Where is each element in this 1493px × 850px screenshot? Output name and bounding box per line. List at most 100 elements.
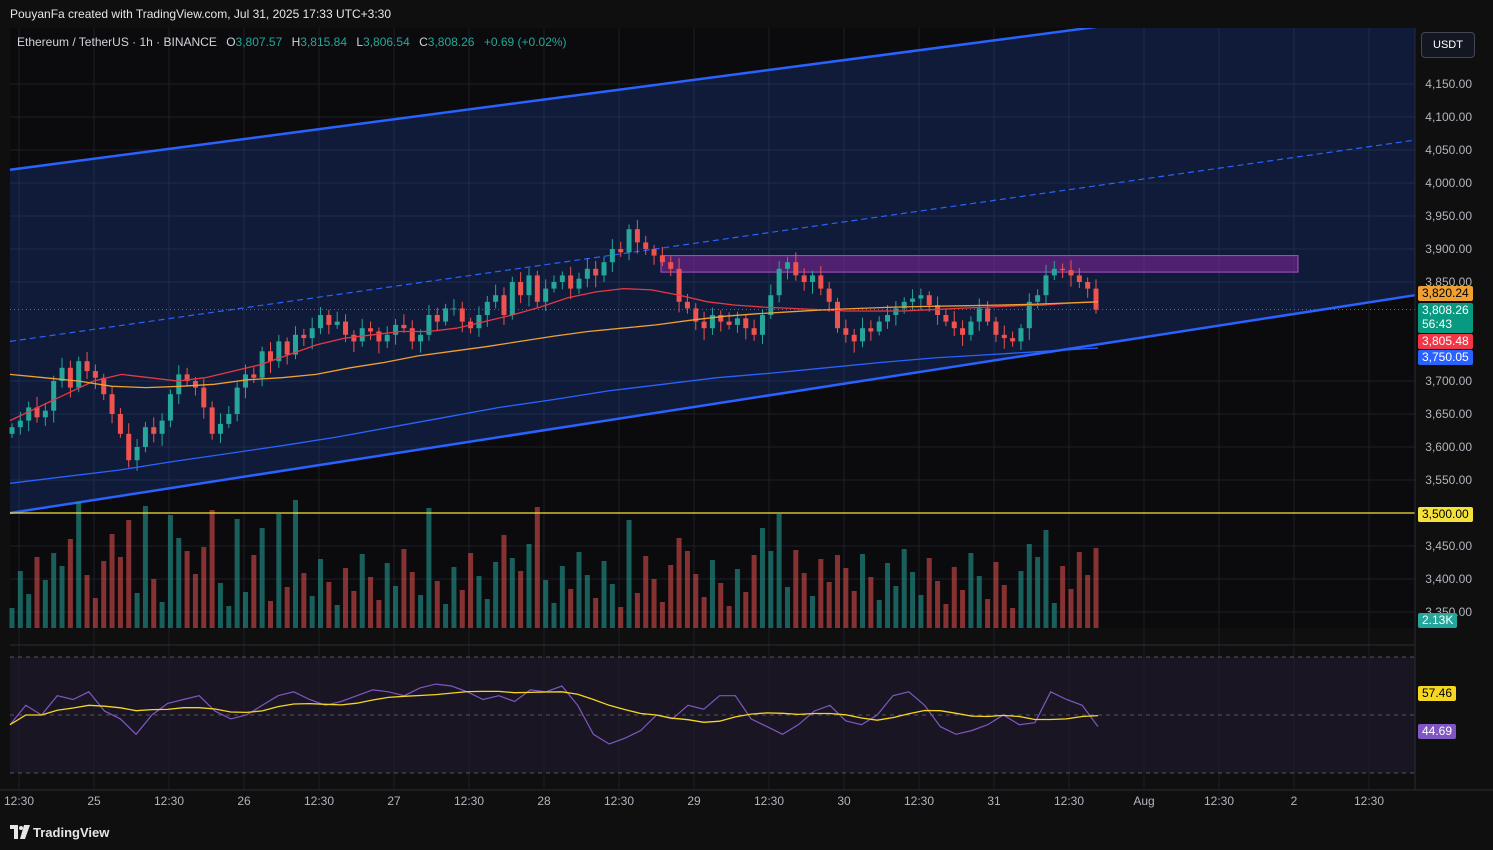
time-tick-label: 28 (537, 794, 551, 808)
volume-bar (134, 593, 140, 628)
volume-bar (868, 577, 874, 628)
candle-body (559, 275, 565, 282)
candle-body (893, 308, 899, 315)
volume-bar (1085, 575, 1091, 628)
volume-bar (551, 603, 557, 628)
change-value: +0.69 (+0.02%) (483, 35, 567, 49)
candle-body (26, 407, 32, 421)
candle-body (793, 262, 799, 276)
volume-bar (34, 557, 40, 628)
time-axis: 12:30 25 12:30 26 12:30 27 12:30 28 12:30 29 12:30… (0, 789, 1493, 814)
candle-body (92, 371, 98, 378)
volume-bar (776, 514, 782, 628)
candle-body (843, 328, 849, 335)
volume-bar (84, 575, 90, 628)
time-tick-label: 12:30 (1204, 794, 1234, 808)
time-tick-label: 29 (687, 794, 701, 808)
candle-body (618, 249, 624, 253)
volume-bar (67, 539, 73, 628)
currency-selector[interactable]: USDT (1421, 32, 1475, 58)
volume-bar (109, 534, 115, 628)
volume-bar (142, 506, 148, 628)
volume-bar (885, 563, 891, 628)
volume-bar (676, 538, 682, 628)
footer-brand: TradingView (33, 825, 110, 840)
candle-body (293, 334, 299, 355)
volume-bar (1035, 557, 1041, 628)
attribution-text: PouyanFa created with TradingView.com, J… (10, 7, 392, 21)
price-tick-label: 3,850.00 (1425, 275, 1472, 289)
ma-blue-line (9, 347, 1099, 484)
symbol-title[interactable]: Ethereum / TetherUS · 1h · BINANCE (17, 35, 217, 49)
volume-bar (1001, 585, 1007, 628)
candle-body (42, 410, 48, 418)
candle-body (1043, 275, 1049, 296)
candle-body (676, 268, 682, 302)
candle-body (1001, 334, 1007, 339)
volume-bar (309, 596, 315, 628)
volume-bar (718, 583, 724, 628)
volume-bar (701, 597, 707, 628)
candle-body (576, 278, 582, 289)
volume-bar (768, 551, 774, 628)
volume-bar (418, 595, 424, 628)
volume-bar (276, 514, 282, 628)
candle-body (601, 262, 607, 276)
candle-body (501, 295, 507, 315)
price-tick-label: 4,150.00 (1425, 77, 1472, 91)
time-tick-label: 26 (237, 794, 251, 808)
candle-body (768, 295, 774, 315)
horizontal-line-badge: 3,500.00 (1418, 507, 1473, 522)
volume-bar (968, 553, 974, 628)
candle-body (267, 351, 273, 362)
volume-bar (234, 519, 240, 628)
volume-bar (251, 555, 257, 628)
volume-bar (543, 580, 549, 628)
volume-bar (401, 549, 407, 628)
candle-body (67, 367, 73, 388)
volume-bar (351, 591, 357, 628)
volume-bar (284, 587, 290, 628)
volume-bar (668, 565, 674, 628)
low-label: L (356, 35, 364, 49)
volume-bar (476, 576, 482, 628)
rsi-ma-line (9, 690, 1099, 726)
volume-bar (42, 580, 48, 628)
candle-body (609, 249, 615, 263)
time-tick-label: 27 (387, 794, 401, 808)
candle-body (184, 374, 190, 381)
volume-bar (293, 500, 299, 628)
candle-body (751, 328, 757, 335)
candle-body (343, 321, 349, 335)
candle-body (993, 321, 999, 335)
price-tick-label: 3,550.00 (1425, 473, 1472, 487)
candle-body (493, 295, 499, 302)
candle-body (818, 275, 824, 289)
candle-body (76, 361, 82, 388)
candle-body (960, 328, 966, 335)
volume-bar (101, 561, 107, 628)
candle-body (276, 341, 282, 362)
volume-bar (985, 599, 991, 628)
price-tick-label: 3,950.00 (1425, 209, 1472, 223)
volume-bar (693, 574, 699, 628)
candle-body (626, 229, 632, 253)
volume-bar (409, 572, 415, 628)
candle-body (234, 387, 240, 414)
candle-body (384, 334, 390, 342)
candle-body (534, 275, 540, 302)
parallel-channel (9, 0, 1416, 515)
candle-body (693, 308, 699, 322)
candle-body (1060, 268, 1066, 271)
volume-bar (343, 568, 349, 628)
rsi-pane (9, 644, 1415, 774)
candle-body (943, 315, 949, 322)
volume-bar (843, 568, 849, 628)
volume-bar (1026, 544, 1032, 628)
candle-body (568, 275, 574, 289)
volume-bar (743, 592, 749, 628)
volume-bar (751, 555, 757, 628)
candle-body (759, 315, 765, 335)
volume-bar (326, 582, 332, 628)
